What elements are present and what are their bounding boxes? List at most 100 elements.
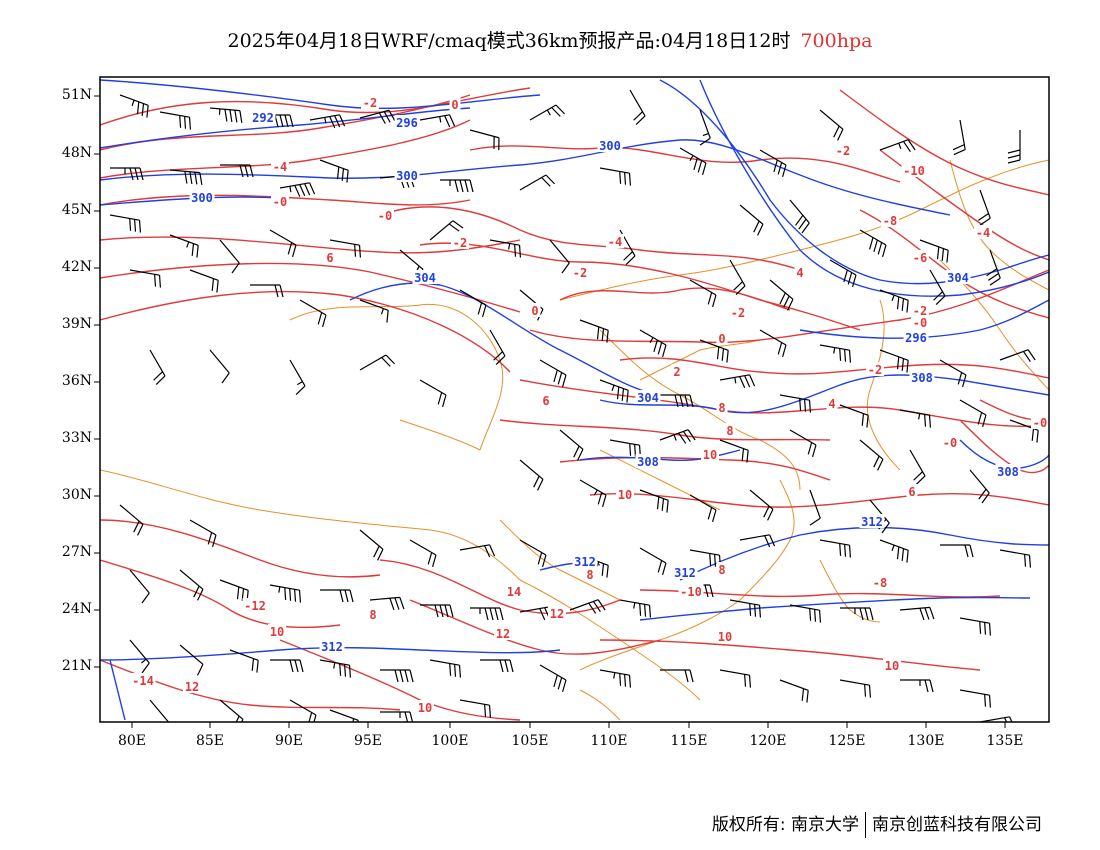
contour-label: -12 xyxy=(242,598,268,613)
svg-text:14: 14 xyxy=(507,585,521,599)
temperature-contour-line xyxy=(100,290,511,373)
wind-barb xyxy=(599,669,632,688)
svg-text:0: 0 xyxy=(451,98,458,112)
svg-text:10: 10 xyxy=(703,448,717,462)
svg-text:-0: -0 xyxy=(273,195,287,209)
wind-barb xyxy=(729,259,746,296)
border-line xyxy=(599,329,801,491)
contour-label: 4 xyxy=(794,265,806,280)
wind-barb xyxy=(759,329,787,358)
wind-barb xyxy=(519,459,544,491)
contour-label: 12 xyxy=(183,679,201,694)
lon-label: 90E xyxy=(274,733,304,749)
wind-barb xyxy=(429,659,462,678)
svg-text:8: 8 xyxy=(718,401,725,415)
contour-label: -8 xyxy=(881,213,899,228)
svg-text:296: 296 xyxy=(396,116,418,130)
wind-barb xyxy=(859,439,884,471)
lon-label: 135E xyxy=(986,733,1024,749)
lat-label: 24N xyxy=(61,601,92,617)
height-contour-line xyxy=(100,139,951,216)
wind-barb xyxy=(549,239,570,274)
wind-barb xyxy=(839,404,869,428)
contour-label: 12 xyxy=(548,606,566,621)
contour-label: 312 xyxy=(572,554,598,569)
wind-barb xyxy=(419,114,456,128)
contour-label: 10 xyxy=(716,629,734,644)
wind-barb xyxy=(469,129,500,151)
svg-text:-0: -0 xyxy=(378,209,392,223)
contour-label: 8 xyxy=(584,567,596,582)
contour-label: 10 xyxy=(701,447,719,462)
contour-label: 2 xyxy=(671,364,683,379)
wind-barb xyxy=(470,607,504,621)
svg-text:10: 10 xyxy=(718,630,732,644)
height-contour-line xyxy=(699,79,1049,297)
svg-text:304: 304 xyxy=(947,271,969,285)
height-contour-line xyxy=(100,79,541,110)
temperature-contour-line xyxy=(409,599,661,655)
svg-text:-0: -0 xyxy=(1033,416,1047,430)
wind-barb xyxy=(519,539,547,568)
wind-barb xyxy=(309,114,346,129)
contour-label: -0 xyxy=(271,194,289,209)
svg-text:308: 308 xyxy=(911,371,933,385)
contour-label: 292 xyxy=(250,110,276,125)
contour-label: 308 xyxy=(635,454,661,469)
wind-barb xyxy=(219,699,244,722)
wind-barb xyxy=(110,167,144,181)
contour-label: -4 xyxy=(974,225,992,240)
wind-barb xyxy=(899,606,935,621)
wind-barb xyxy=(839,679,872,698)
lat-label: 27N xyxy=(61,544,92,560)
wind-barb xyxy=(559,429,584,461)
svg-text:300: 300 xyxy=(396,169,418,183)
lon-label: 80E xyxy=(117,733,147,749)
contour-label: 308 xyxy=(909,370,935,385)
temperature-contour-line xyxy=(519,379,1049,427)
contour-label: 0 xyxy=(529,303,541,318)
wind-barb xyxy=(329,709,359,722)
lat-label: 48N xyxy=(61,145,92,161)
height-contour-line xyxy=(100,107,471,149)
svg-text:2: 2 xyxy=(673,365,680,379)
wind-barb xyxy=(129,639,150,674)
contour-label: 296 xyxy=(394,115,420,130)
wind-barb xyxy=(169,234,199,258)
contour-label: -2 xyxy=(866,362,884,377)
contour-label: -2 xyxy=(361,95,379,110)
wind-barb xyxy=(129,269,162,288)
svg-text:-4: -4 xyxy=(273,160,287,174)
contour-label: 308 xyxy=(995,464,1021,479)
border-line xyxy=(289,303,504,451)
wind-barb xyxy=(969,469,990,504)
contour-label: 14 xyxy=(505,584,523,599)
footer-right: 南京创蓝科技有限公司 xyxy=(872,815,1042,835)
contour-label: 6 xyxy=(324,250,336,265)
lon-label: 95E xyxy=(353,733,383,749)
wind-barb xyxy=(689,494,717,523)
lon-label: 100E xyxy=(431,733,469,749)
wind-barb xyxy=(359,529,384,561)
contour-label: 0 xyxy=(449,97,461,112)
wind-barb xyxy=(900,679,934,693)
wind-barb xyxy=(659,429,696,444)
wind-barb xyxy=(149,349,166,386)
svg-text:-6: -6 xyxy=(913,251,927,265)
svg-text:-12: -12 xyxy=(244,599,266,613)
wind-barb xyxy=(159,111,192,130)
footer-left: 版权所有: 南京大学 xyxy=(711,815,859,835)
svg-text:-2: -2 xyxy=(731,306,745,320)
wind-barb xyxy=(929,269,946,306)
contour-label: -8 xyxy=(871,575,889,590)
wind-barb xyxy=(660,394,694,408)
border-line xyxy=(579,479,795,671)
wind-barb xyxy=(599,167,632,186)
wind-barb xyxy=(939,359,967,388)
wind-barb xyxy=(999,349,1036,363)
wind-barb xyxy=(219,239,240,274)
wind-barb xyxy=(179,644,204,676)
contour-label: 4 xyxy=(826,396,838,411)
contour-label: -0 xyxy=(376,208,394,223)
